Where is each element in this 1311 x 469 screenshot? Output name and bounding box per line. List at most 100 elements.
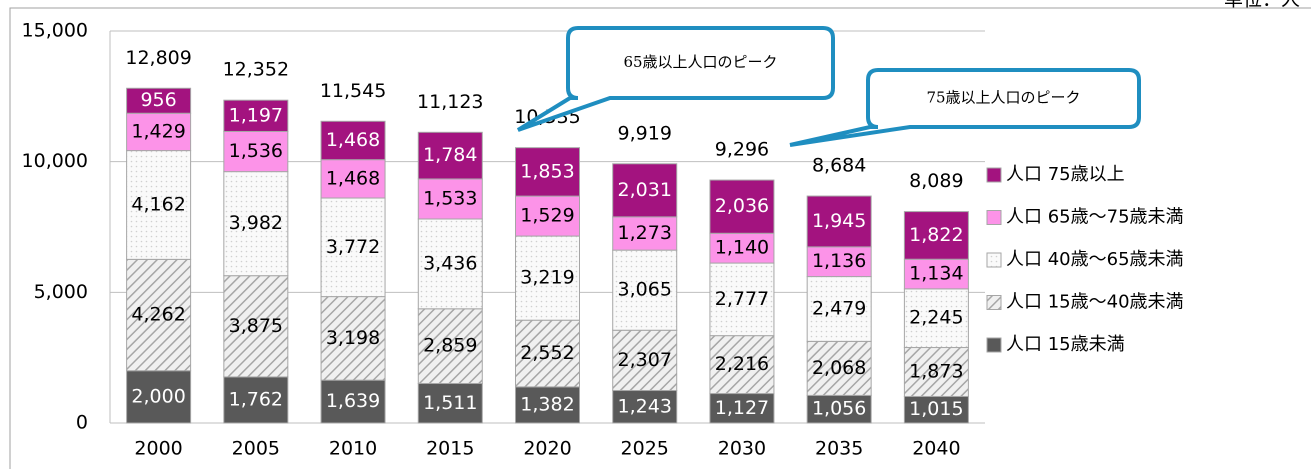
bar-segment	[515, 195, 580, 237]
data-label: 1,273	[618, 222, 672, 244]
x-tick-label: 2010	[329, 438, 377, 460]
data-label: 2,031	[618, 179, 672, 201]
y-tick-label: 0	[76, 412, 88, 434]
total-label: 12,352	[223, 59, 289, 81]
data-label: 3,219	[520, 267, 574, 289]
x-tick-label: 2040	[912, 438, 960, 460]
legend-swatch	[986, 337, 1002, 353]
data-label: 2,216	[715, 353, 769, 375]
bar-segment	[806, 394, 872, 424]
legend-label: 人口 15歳未満	[1006, 334, 1125, 355]
bar-segment	[709, 179, 775, 234]
bar-segment	[903, 395, 969, 424]
callout-text: 75歳以上人口のピーク	[926, 89, 1080, 107]
data-label: 3,875	[229, 315, 283, 337]
data-label: 2,859	[423, 335, 477, 357]
data-label: 2,068	[812, 357, 866, 379]
bar-segment	[223, 275, 289, 378]
data-label: 4,162	[131, 193, 185, 215]
data-label: 1,536	[229, 140, 283, 162]
bar-segment	[515, 147, 580, 197]
data-label: 2,479	[812, 297, 866, 319]
bar-segment	[709, 262, 775, 337]
y-tick-label: 10,000	[22, 150, 88, 172]
bar-segment	[223, 99, 289, 132]
callout-bubble	[516, 26, 835, 132]
bar-segment	[320, 120, 386, 161]
bar-segment	[806, 276, 872, 342]
bar-segment	[709, 393, 775, 424]
data-label: 1,382	[520, 393, 574, 415]
data-label: 1,639	[326, 390, 380, 412]
bar-segment	[903, 347, 969, 397]
data-label: 3,772	[326, 236, 380, 258]
data-label: 2,552	[520, 342, 574, 364]
y-tick-label: 15,000	[22, 20, 88, 42]
x-tick-label: 2035	[815, 438, 863, 460]
bar-segment	[320, 379, 386, 424]
data-label: 1,429	[131, 120, 185, 142]
bar-segment	[806, 246, 872, 278]
total-label: 8,684	[812, 155, 866, 177]
bar-segment	[417, 131, 483, 180]
data-label: 3,065	[618, 279, 672, 301]
y-tick-label: 5,000	[34, 281, 88, 303]
x-tick-label: 2025	[621, 438, 669, 460]
legend-swatch	[986, 210, 1002, 225]
bar-segment	[126, 87, 192, 114]
data-label: 1,784	[423, 144, 477, 166]
data-label: 1,015	[909, 398, 963, 420]
bar-segment	[612, 163, 678, 218]
x-tick-label: 2005	[232, 438, 280, 460]
bar-segment	[320, 296, 386, 381]
x-tick-label: 2015	[426, 438, 474, 460]
legend-label: 人口 15歳～40歳未満	[1006, 292, 1184, 313]
data-label: 1,056	[812, 398, 866, 420]
data-label: 1,136	[812, 250, 866, 272]
total-label: 12,809	[125, 47, 191, 69]
data-label: 956	[140, 89, 176, 111]
data-label: 2,777	[715, 288, 769, 310]
data-label: 1,945	[812, 210, 866, 232]
callout-bubble	[789, 68, 1141, 147]
data-label: 1,127	[715, 397, 769, 419]
x-tick-label: 2020	[523, 438, 571, 460]
data-label: 1,533	[423, 187, 477, 209]
data-label: 1,134	[909, 263, 963, 285]
bar-segment	[709, 232, 775, 264]
data-label: 3,198	[326, 327, 380, 349]
data-label: 2,036	[715, 195, 769, 217]
bar-segment	[320, 197, 386, 298]
total-label: 9,296	[715, 139, 769, 161]
data-label: 1,468	[326, 167, 380, 189]
data-label: 1,529	[520, 205, 574, 227]
data-label: 1,243	[618, 395, 672, 417]
x-tick-label: 2030	[718, 438, 766, 460]
unit-label: 単位：人	[1224, 0, 1300, 11]
data-label: 1,873	[909, 361, 963, 383]
bar-segment	[320, 159, 386, 199]
total-label: 9,919	[618, 122, 672, 144]
bar-segment	[417, 308, 483, 385]
legend-swatch	[986, 295, 1002, 310]
data-label: 1,511	[423, 392, 477, 414]
bar-segment	[223, 171, 289, 277]
x-tick-label: 2000	[134, 438, 182, 460]
bar-segment	[126, 112, 192, 152]
total-label: 11,123	[417, 91, 483, 113]
data-label: 1,853	[520, 160, 574, 182]
data-label: 2,000	[131, 385, 185, 407]
bar-segment	[612, 329, 678, 392]
bar-segment	[515, 386, 580, 424]
data-label: 1,822	[909, 224, 963, 246]
bar-segment	[223, 130, 289, 173]
bar-segment	[709, 335, 775, 395]
legend-label: 人口 75歳以上	[1006, 164, 1125, 185]
bar-segment	[903, 288, 969, 349]
chart-frame	[9, 7, 1311, 469]
legend-label: 人口 40歳～65歳未満	[1006, 249, 1184, 270]
bar-segment	[417, 218, 483, 310]
data-label: 1,140	[715, 237, 769, 259]
bar-segment	[126, 370, 192, 424]
legend-label: 人口 65歳～75歳未満	[1006, 207, 1184, 228]
